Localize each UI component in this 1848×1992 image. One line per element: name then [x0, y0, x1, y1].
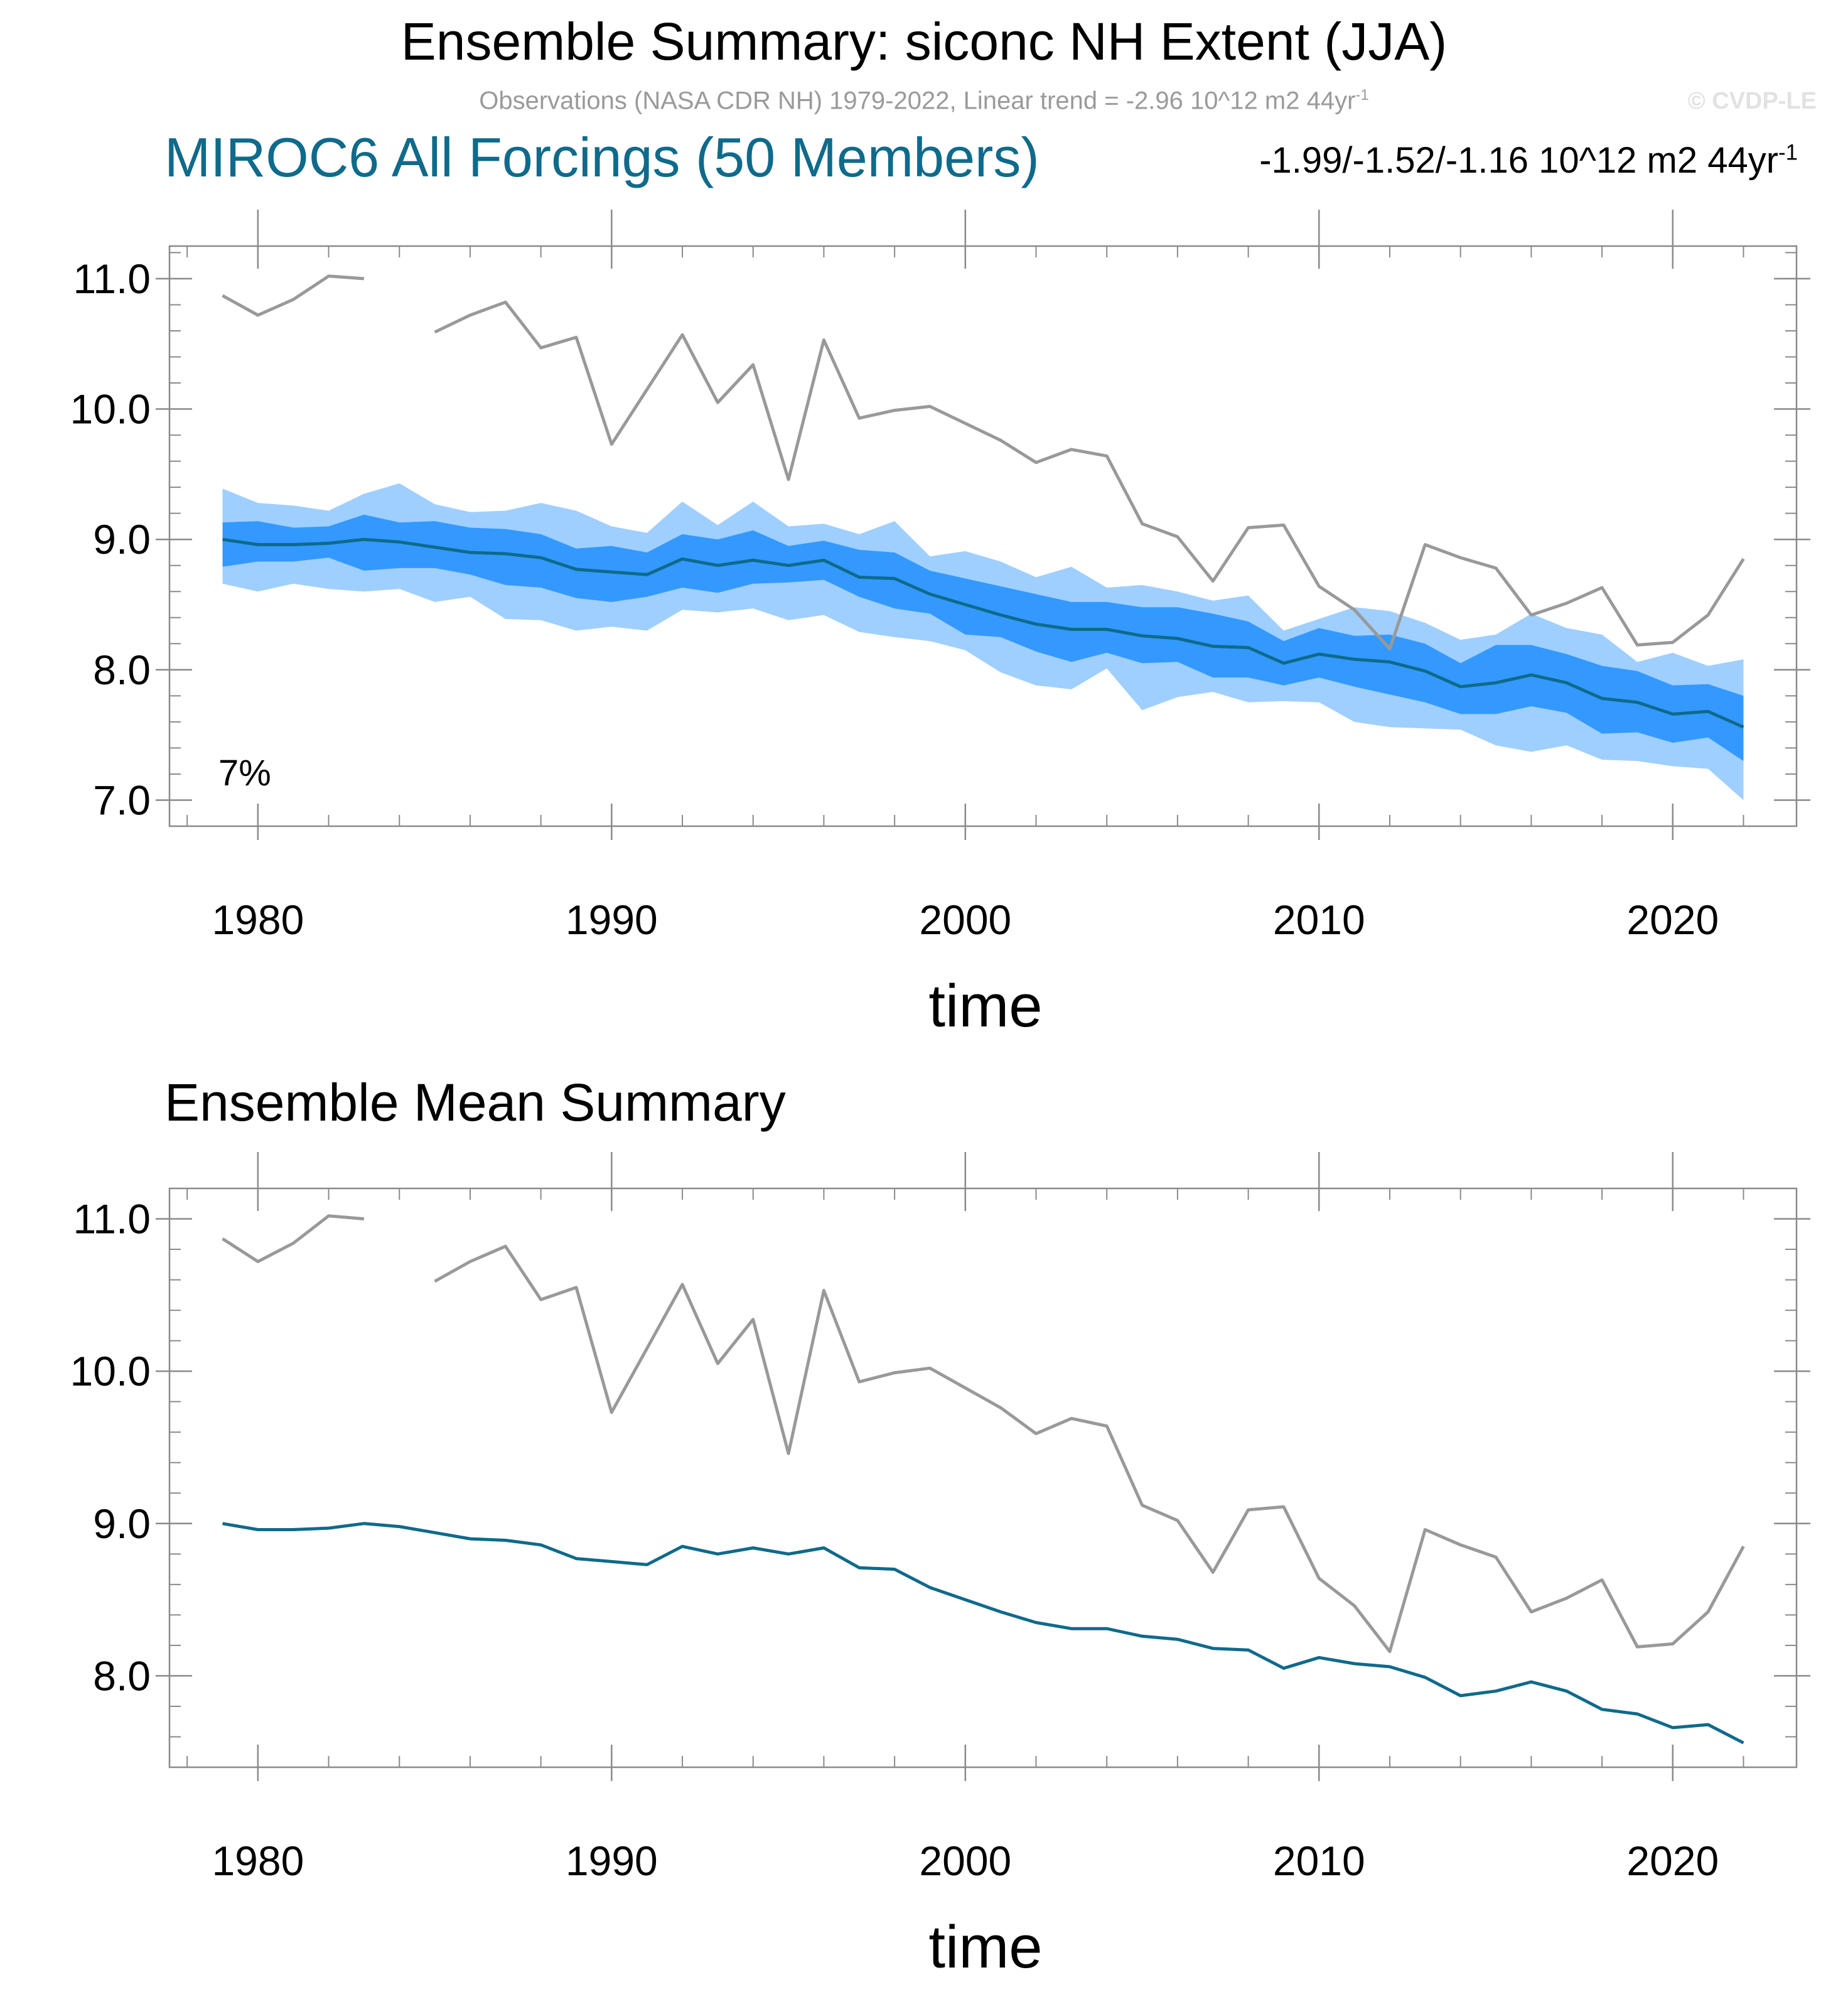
- x-axis-title: time: [928, 972, 1042, 1040]
- y-tick-label: 8.0: [93, 1652, 151, 1699]
- panel-bottom-title: Ensemble Mean Summary: [164, 1073, 786, 1132]
- panel-top-trend-text: -1.99/-1.52/-1.16 10^12 m2 44yr: [1259, 140, 1779, 181]
- ensemble-mean-line: [222, 1522, 1744, 1745]
- observations-subtitle-text: Observations (NASA CDR NH) 1979-2022, Li…: [479, 87, 1356, 115]
- main-title: Ensemble Summary: siconc NH Extent (JJA): [400, 12, 1448, 71]
- x-tick-label: 2010: [1273, 896, 1365, 943]
- y-tick-label: 8.0: [93, 647, 151, 693]
- x-tick-label: 1980: [212, 1838, 304, 1884]
- y-tick-label: 10.0: [70, 386, 151, 433]
- observations-subtitle-exponent: -1: [1355, 87, 1369, 104]
- panel-top-trend-exponent: -1: [1778, 140, 1798, 165]
- x-tick-label: 2020: [1626, 1838, 1719, 1884]
- y-tick-label: 10.0: [70, 1348, 151, 1394]
- x-tick-label: 1990: [566, 896, 658, 943]
- x-tick-label: 2000: [919, 896, 1011, 943]
- y-tick-label: 11.0: [73, 256, 151, 302]
- observations-line: [222, 274, 1745, 651]
- chart-top: 7.0 8.0 9.0 10.0 11.0 1980 1990 2000 2010 2020 tim…: [70, 210, 1810, 1040]
- x-tick-label: 2010: [1273, 1838, 1365, 1884]
- panel-top-percent-label: 7%: [218, 753, 271, 794]
- watermark: © CVDP-LE: [1687, 88, 1817, 114]
- inner-range-band: [222, 514, 1744, 762]
- observations-subtitle: Observations (NASA CDR NH) 1979-2022, Li…: [0, 87, 1848, 115]
- y-tick-label: 7.0: [93, 777, 151, 823]
- panel-top-title: MIROC6 All Forcings (50 Members): [164, 126, 1040, 188]
- observations-line: [222, 1214, 1745, 1654]
- ensemble-mean-line: [222, 537, 1744, 729]
- plot-frame: [168, 1187, 1798, 1769]
- panel-top-trend: -1.99/-1.52/-1.16 10^12 m2 44yr-1: [1259, 139, 1798, 181]
- x-tick-label: 1980: [212, 896, 304, 943]
- x-tick-label: 2020: [1626, 896, 1719, 943]
- chart-bottom: 8.0 9.0 10.0 11.0 1980 1990 2000 2010 2020 time: [70, 1152, 1810, 1981]
- y-tick-label: 11.0: [73, 1196, 151, 1242]
- x-tick-label: 2000: [919, 1838, 1011, 1884]
- plot-frame: [168, 245, 1798, 827]
- x-tick-label: 1990: [566, 1838, 658, 1884]
- x-axis-title: time: [928, 1914, 1042, 1981]
- y-tick-label: 9.0: [93, 1500, 151, 1547]
- y-tick-label: 9.0: [93, 516, 151, 563]
